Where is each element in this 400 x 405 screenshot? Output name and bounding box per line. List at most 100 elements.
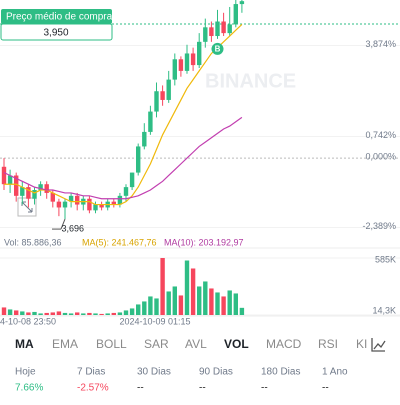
volume-bar (172, 286, 177, 315)
ma-line (3, 116, 243, 200)
indicator-tab[interactable]: RSI (318, 337, 338, 351)
volume-bar (75, 312, 80, 315)
volume-bar (154, 298, 159, 315)
buy-marker-label: B (215, 45, 221, 54)
vol-tick-label: 14,3K (372, 305, 396, 315)
candle-body (75, 195, 80, 205)
buy-box-value: 3,950 (43, 28, 68, 39)
candle-body (221, 21, 226, 34)
candle-body (227, 24, 232, 34)
candle-body (160, 91, 165, 100)
vol-ma10: MA(10): 203.192,97 (164, 237, 244, 247)
volume-bar (81, 313, 86, 315)
volume-bar (209, 288, 214, 315)
y-tick-label: 0,000% (365, 151, 396, 161)
candle-body (50, 192, 55, 202)
candle-body (20, 187, 25, 196)
low-pointer (60, 218, 66, 230)
volume-bar (227, 290, 232, 315)
volume-bar (184, 260, 190, 315)
volume-bar (129, 308, 135, 315)
volume-bar (221, 296, 226, 315)
settings-icon[interactable] (371, 338, 386, 352)
candle-body (239, 1, 245, 5)
volume-bar (56, 311, 62, 315)
candle-body (38, 184, 43, 191)
candle-body (32, 190, 37, 199)
volume-bar (7, 309, 13, 315)
volume-bar (203, 281, 208, 315)
period-label: 30 Dias (137, 367, 171, 378)
indicator-tab[interactable]: AVL (185, 337, 207, 351)
volume-bar (160, 258, 165, 315)
buy-box-value-bg (0, 23, 113, 41)
candle-body (178, 59, 184, 71)
volume-bar (26, 312, 31, 315)
candle-body (148, 111, 153, 132)
volume-bar (136, 304, 141, 315)
volume-bar (123, 310, 129, 315)
period-value: -2.57% (77, 383, 109, 394)
period-label: 1 Ano (322, 367, 348, 378)
volume-bar (20, 311, 25, 315)
volume-bar (44, 312, 49, 315)
period-label: Hoje (15, 367, 36, 378)
indicator-tab[interactable]: BOLL (96, 337, 127, 351)
volume-bar (50, 312, 55, 315)
candle-body (136, 146, 141, 173)
indicator-tab[interactable]: EMA (52, 337, 78, 351)
period-value: -- (199, 383, 206, 394)
candle-body (142, 131, 147, 147)
indicator-tab[interactable]: MA (15, 337, 34, 351)
y-tick-label: 3,874% (365, 39, 396, 49)
candle-body (172, 59, 177, 80)
vol-tick-label: 585K (375, 254, 396, 264)
indicator-tab[interactable]: KI (356, 337, 367, 351)
candle-body (99, 204, 104, 208)
candle-body (203, 27, 208, 42)
low-label: 3,696 (61, 223, 84, 233)
volume-bar (215, 292, 220, 315)
period-value: 7.66% (15, 383, 43, 394)
buy-box-label-bg (1, 9, 112, 24)
candle-body (7, 175, 13, 185)
candle-body (166, 79, 171, 100)
period-label: 180 Dias (261, 367, 300, 378)
volume-bar (62, 312, 68, 315)
period-label: 7 Dias (77, 367, 105, 378)
volume-bar (142, 301, 147, 315)
date-label: 4-10-08 23:50 (0, 316, 56, 326)
candle-body (209, 27, 214, 37)
candle-body (87, 198, 92, 211)
candle-body (44, 184, 49, 193)
date-label: 2024-10-09 01:15 (119, 316, 190, 326)
volume-bar (1, 307, 7, 315)
expand-icon (17, 197, 37, 217)
indicator-tab[interactable]: SAR (144, 337, 169, 351)
candle-body (1, 166, 7, 185)
candle-body (14, 175, 19, 196)
volume-bar (99, 313, 104, 315)
y-tick-label: 0,742% (365, 130, 396, 140)
volume-bar (117, 312, 123, 315)
period-value: -- (261, 383, 268, 394)
period-value: -- (322, 383, 329, 394)
volume-bar (32, 311, 37, 315)
vol-ma5: MA(5): 241.467,76 (82, 237, 157, 247)
volume-bar (190, 268, 196, 315)
volume-bar (14, 310, 19, 315)
indicator-tab[interactable]: VOL (224, 337, 249, 351)
volume-bar (166, 291, 171, 315)
watermark: BINANCE (205, 70, 296, 92)
volume-bar (93, 313, 98, 315)
volume-bar (111, 312, 116, 315)
candle-body (184, 53, 190, 71)
candle-body (190, 53, 196, 66)
candle-body (117, 195, 123, 205)
candle-body (62, 201, 68, 208)
buy-box-label: Preço médio de compra (6, 12, 113, 23)
candle-body (111, 201, 116, 205)
volume-bar (233, 293, 238, 315)
indicator-tab[interactable]: MACD (266, 337, 302, 351)
